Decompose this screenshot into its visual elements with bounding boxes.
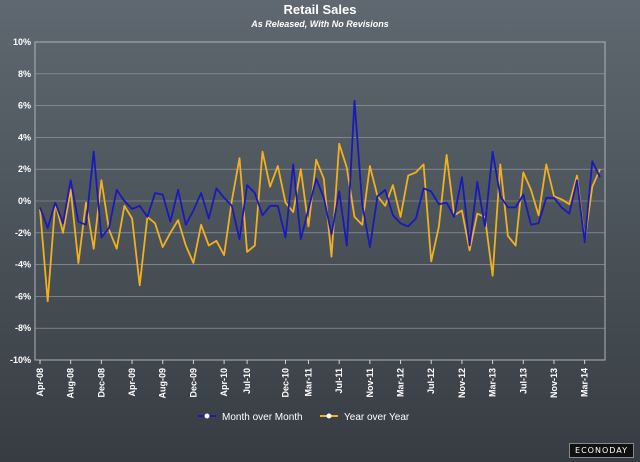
x-tick-label: Jul-13 [518, 368, 528, 394]
x-axis: Apr-08 Aug-08 Dec-08 Apr-09 Aug-09 Dec-09 Apr-… [35, 360, 590, 399]
series-line-year-over-year [39, 142, 601, 303]
y-tick-label: 4% [18, 132, 31, 142]
y-tick-label: -6% [15, 291, 31, 301]
legend-item-yoy: Year over Year [320, 412, 410, 423]
chart-subtitle: As Released, With No Revisions [250, 19, 388, 29]
legend: Month over Month Year over Year [198, 412, 410, 423]
y-tick-label: 10% [13, 37, 31, 47]
y-tick-label: 0% [18, 196, 31, 206]
x-tick-label: Jul-12 [426, 368, 436, 394]
y-axis: 10% 8% 6% 4% 2% 0% -2% -4% -6% -8% -10% [10, 37, 31, 365]
x-tick-label: Jul-11 [334, 368, 344, 394]
legend-label-mom: Month over Month [222, 412, 303, 423]
x-tick-label: Dec-08 [96, 368, 106, 398]
x-tick-label: Nov-13 [549, 368, 559, 398]
y-tick-label: -4% [15, 260, 31, 270]
x-tick-label: Apr-09 [127, 368, 137, 397]
x-tick-label: Mar-12 [396, 368, 406, 397]
x-tick-label: Apr-08 [35, 368, 45, 397]
brand-logo: ECONODAY [569, 443, 634, 458]
y-tick-label: -2% [15, 228, 31, 238]
x-tick-label: Jul-10 [242, 368, 252, 394]
legend-label-yoy: Year over Year [344, 412, 410, 423]
y-tick-label: -8% [15, 323, 31, 333]
legend-marker [326, 413, 332, 419]
x-tick-label: Nov-12 [457, 368, 467, 398]
y-tick-label: -10% [10, 355, 31, 365]
y-tick-label: 2% [18, 164, 31, 174]
legend-marker [204, 413, 210, 419]
series-lines [39, 99, 601, 303]
x-tick-label: Dec-10 [280, 368, 290, 398]
series-line-month-over-month [39, 99, 601, 249]
x-tick-label: Mar-14 [580, 368, 590, 397]
y-tick-label: 8% [18, 69, 31, 79]
legend-item-mom: Month over Month [198, 412, 303, 423]
x-tick-label: Mar-11 [303, 368, 313, 397]
y-tick-label: 6% [18, 101, 31, 111]
x-tick-label: Dec-09 [188, 368, 198, 398]
x-tick-label: Mar-13 [488, 368, 498, 397]
gridlines [35, 73, 605, 329]
x-tick-label: Aug-08 [66, 368, 76, 399]
chart-title: Retail Sales [284, 2, 357, 17]
x-tick-label: Aug-09 [158, 368, 168, 399]
x-tick-label: Nov-11 [365, 368, 375, 398]
x-tick-label: Apr-10 [219, 368, 229, 397]
